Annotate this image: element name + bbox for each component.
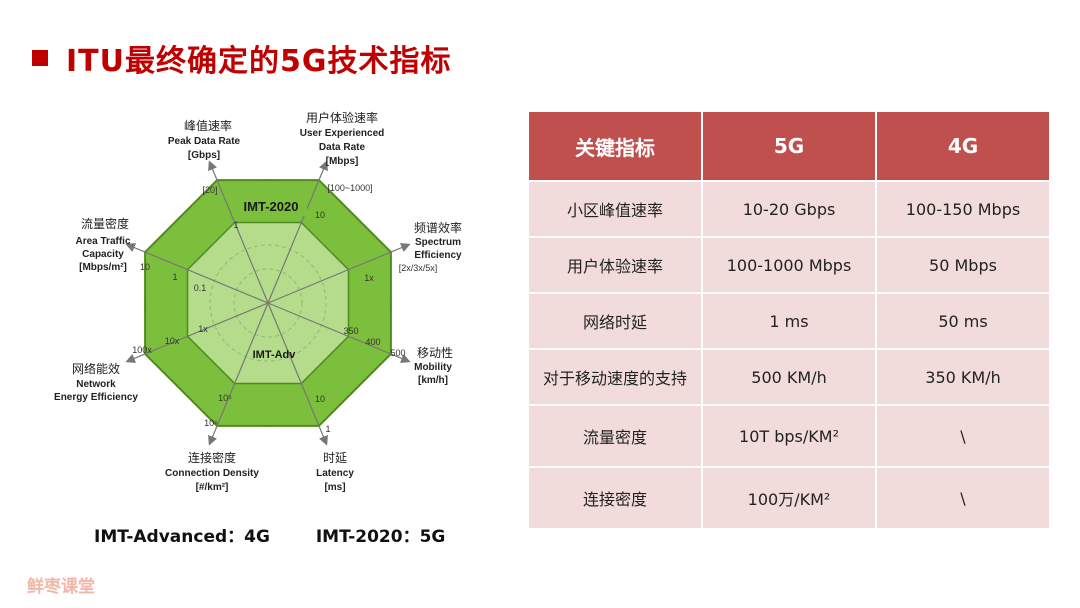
radar-legend: IMT-Advanced：4G IMT-2020：5G xyxy=(94,522,485,547)
svg-text:350: 350 xyxy=(343,326,358,336)
table-row: 用户体验速率 100-1000 Mbps 50 Mbps xyxy=(527,236,1051,294)
table-row: 流量密度 10T bps/KM² \ xyxy=(527,404,1051,468)
svg-text:Peak Data Rate: Peak Data Rate xyxy=(168,136,241,147)
svg-text:Area Traffic: Area Traffic xyxy=(75,236,130,247)
slide-title-bar: ITU最终确定的5G技术指标 xyxy=(32,36,451,80)
svg-text:Capacity: Capacity xyxy=(82,249,124,260)
header-5g: 5G xyxy=(701,110,877,182)
svg-text:用户体验速率: 用户体验速率 xyxy=(306,110,378,125)
value-5g-cell: 10-20 Gbps xyxy=(701,180,877,238)
metric-cell: 对于移动速度的支持 xyxy=(527,348,703,406)
value-4g-cell: \ xyxy=(875,466,1051,530)
svg-text:峰值速率: 峰值速率 xyxy=(184,118,232,133)
axis-lines xyxy=(125,160,411,446)
axis-spectrum-efficiency: 频谱效率 Spectrum Efficiency [2x/3x/5x] 1x xyxy=(364,220,462,283)
value-4g-cell: 100-150 Mbps xyxy=(875,180,1051,238)
svg-text:1x: 1x xyxy=(198,324,208,334)
legend-imt-2020: IMT-2020：5G xyxy=(315,527,446,547)
svg-text:1: 1 xyxy=(233,220,238,230)
table-row: 网络时延 1 ms 50 ms xyxy=(527,292,1051,350)
svg-text:[20]: [20] xyxy=(202,185,217,195)
value-5g-cell: 100万/KM² xyxy=(701,466,877,530)
value-4g-cell: \ xyxy=(875,404,1051,468)
value-4g-cell: 50 ms xyxy=(875,292,1051,350)
table-row: 对于移动速度的支持 500 KM/h 350 KM/h xyxy=(527,348,1051,406)
value-5g-cell: 1 ms xyxy=(701,292,877,350)
radar-svg: IMT-2020 IMT-Adv 峰值速率 Peak Data Rate [Gb… xyxy=(54,110,462,493)
metric-cell: 连接密度 xyxy=(527,466,703,530)
header-4g: 4G xyxy=(875,110,1051,182)
slide-title: ITU最终确定的5G技术指标 xyxy=(66,44,452,79)
svg-text:[100~1000]: [100~1000] xyxy=(327,183,372,193)
axis-network-energy-efficiency: 网络能效 Network Energy Efficiency 100x 10x … xyxy=(54,324,208,403)
axis-peak-data-rate: 峰值速率 Peak Data Rate [Gbps] [20] 1 xyxy=(168,118,241,230)
svg-text:0.1: 0.1 xyxy=(194,283,207,293)
svg-text:Mobility: Mobility xyxy=(414,362,452,373)
svg-text:[ms]: [ms] xyxy=(324,482,345,493)
value-5g-cell: 10T bps/KM² xyxy=(701,404,877,468)
svg-text:Connection Density: Connection Density xyxy=(165,468,259,479)
legend-imt-advanced: IMT-Advanced：4G xyxy=(94,527,270,547)
svg-text:1: 1 xyxy=(325,424,330,434)
svg-text:时延: 时延 xyxy=(323,451,347,465)
radar-diagram: IMT-2020 IMT-Adv 峰值速率 Peak Data Rate [Gb… xyxy=(30,108,500,512)
svg-text:Data Rate: Data Rate xyxy=(319,142,366,153)
imt2020-label: IMT-2020 xyxy=(244,199,299,214)
svg-text:移动性: 移动性 xyxy=(417,346,453,360)
svg-text:400: 400 xyxy=(365,337,380,347)
value-5g-cell: 500 KM/h xyxy=(701,348,877,406)
svg-text:连接密度: 连接密度 xyxy=(188,450,236,465)
imt-adv-label: IMT-Adv xyxy=(253,349,297,361)
svg-text:Network: Network xyxy=(76,379,116,390)
svg-text:100x: 100x xyxy=(132,345,152,355)
spec-comparison-table: 关键指标 5G 4G 小区峰值速率 10-20 Gbps 100-150 Mbp… xyxy=(527,110,1051,530)
svg-text:网络能效: 网络能效 xyxy=(72,361,120,376)
watermark-logo: 鲜枣课堂 xyxy=(27,577,95,597)
svg-text:[Gbps]: [Gbps] xyxy=(188,150,220,161)
svg-text:[Mbps/m²]: [Mbps/m²] xyxy=(79,262,127,273)
svg-text:10x: 10x xyxy=(165,336,180,346)
svg-text:10: 10 xyxy=(140,262,150,272)
axis-area-traffic-capacity: 流量密度 Area Traffic Capacity [Mbps/m²] 10 … xyxy=(75,216,206,293)
svg-text:10⁶: 10⁶ xyxy=(204,418,218,428)
value-5g-cell: 100-1000 Mbps xyxy=(701,236,877,294)
svg-text:Spectrum: Spectrum xyxy=(415,237,461,248)
axis-user-experienced-rate: 用户体验速率 User Experienced Data Rate [Mbps]… xyxy=(300,110,385,220)
value-4g-cell: 350 KM/h xyxy=(875,348,1051,406)
svg-text:Efficiency: Efficiency xyxy=(414,250,462,261)
table-row: 小区峰值速率 10-20 Gbps 100-150 Mbps xyxy=(527,180,1051,238)
svg-text:Energy Efficiency: Energy Efficiency xyxy=(54,392,138,403)
value-4g-cell: 50 Mbps xyxy=(875,236,1051,294)
svg-text:Latency: Latency xyxy=(316,468,354,479)
svg-text:10: 10 xyxy=(315,210,325,220)
svg-text:[Mbps]: [Mbps] xyxy=(326,156,359,167)
svg-text:流量密度: 流量密度 xyxy=(81,216,129,231)
svg-text:[#/km²]: [#/km²] xyxy=(196,482,229,493)
svg-text:1x: 1x xyxy=(364,273,374,283)
metric-cell: 用户体验速率 xyxy=(527,236,703,294)
svg-text:User Experienced: User Experienced xyxy=(300,128,385,139)
table-header-row: 关键指标 5G 4G xyxy=(527,110,1051,182)
svg-text:10⁵: 10⁵ xyxy=(218,393,232,403)
axis-mobility: 移动性 Mobility [km/h] 500 400 350 xyxy=(343,326,453,386)
svg-text:10: 10 xyxy=(315,394,325,404)
axis-latency: 时延 Latency [ms] 1 10 xyxy=(315,394,354,493)
metric-cell: 网络时延 xyxy=(527,292,703,350)
svg-text:[2x/3x/5x]: [2x/3x/5x] xyxy=(399,263,438,273)
metric-cell: 小区峰值速率 xyxy=(527,180,703,238)
metric-cell: 流量密度 xyxy=(527,404,703,468)
svg-text:500: 500 xyxy=(390,348,405,358)
svg-text:1: 1 xyxy=(172,272,177,282)
svg-text:频谱效率: 频谱效率 xyxy=(414,220,462,235)
title-bullet-icon xyxy=(32,50,48,66)
table-row: 连接密度 100万/KM² \ xyxy=(527,466,1051,530)
header-key-metric: 关键指标 xyxy=(527,110,703,182)
svg-text:[km/h]: [km/h] xyxy=(418,375,448,386)
axis-connection-density: 连接密度 Connection Density [#/km²] 10⁶ 10⁵ xyxy=(165,393,259,493)
